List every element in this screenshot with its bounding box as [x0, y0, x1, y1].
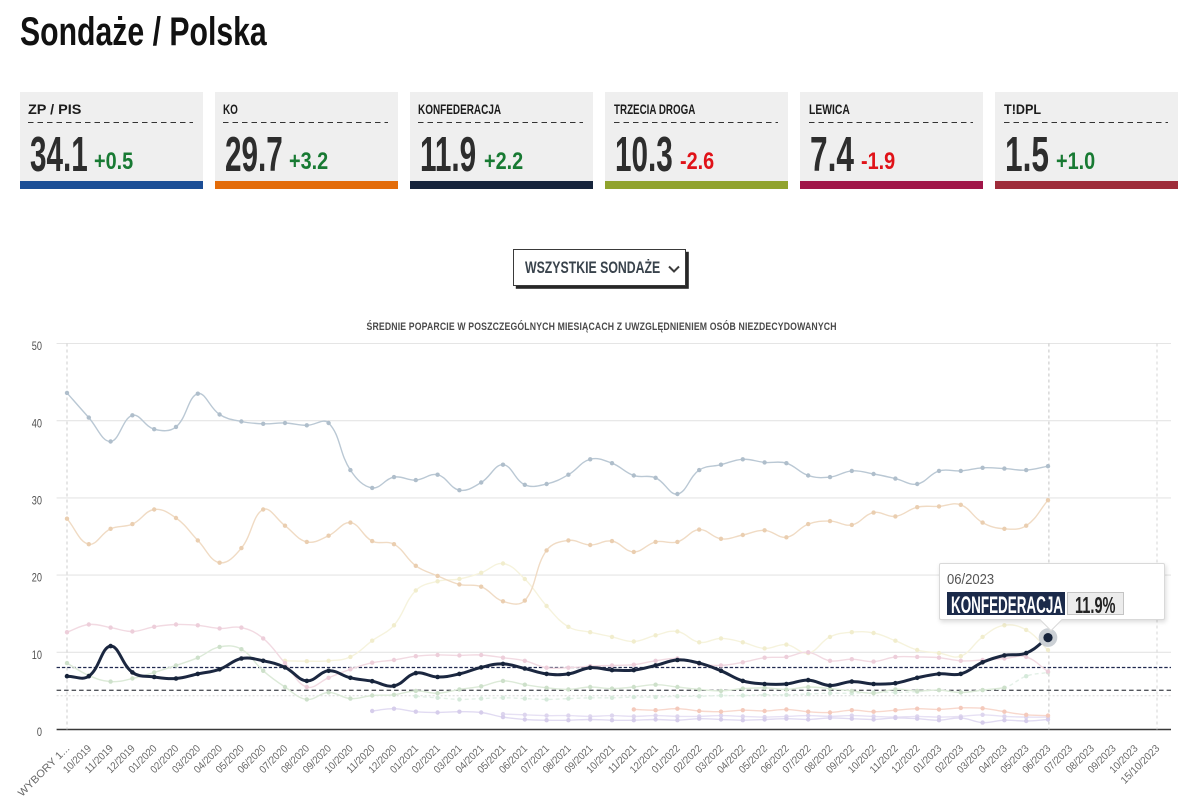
svg-text:20: 20: [32, 571, 42, 585]
svg-text:40: 40: [32, 416, 42, 430]
svg-text:30: 30: [32, 494, 42, 508]
svg-text:10: 10: [32, 648, 42, 662]
svg-text:0: 0: [37, 725, 42, 739]
svg-text:50: 50: [32, 339, 42, 353]
